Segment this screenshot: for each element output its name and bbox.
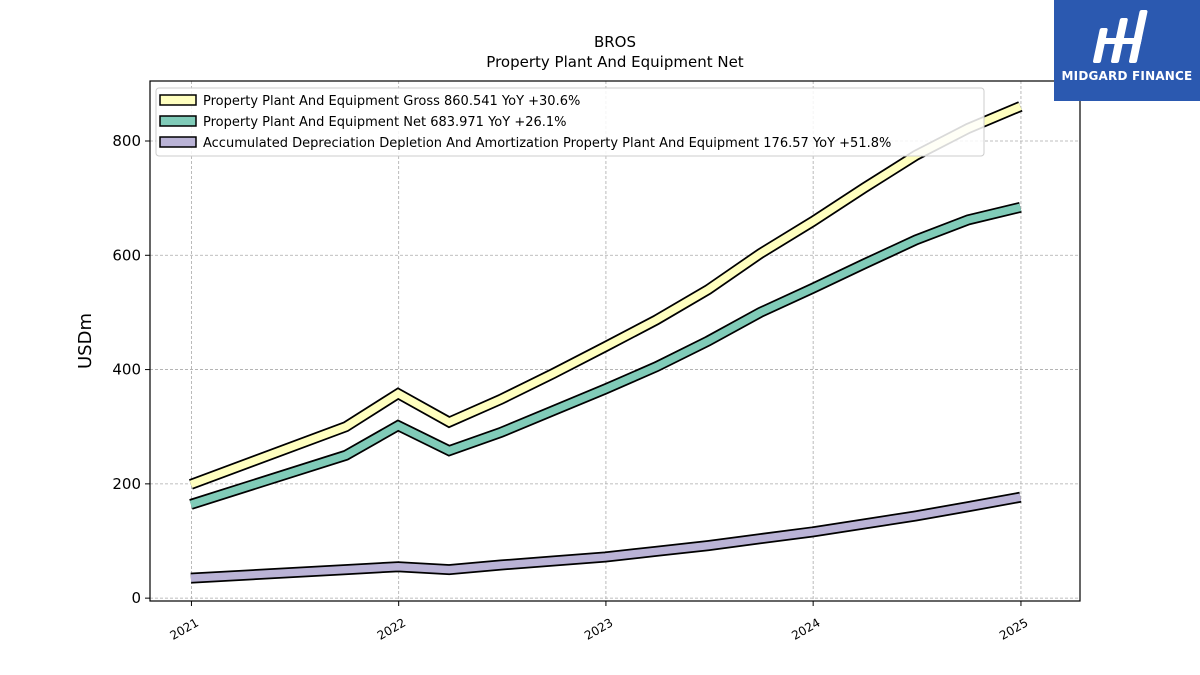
y-tick-label: 0 xyxy=(131,589,141,607)
legend-label-3: Accumulated Depreciation Depletion And A… xyxy=(203,136,891,151)
logo-text: MIDGARD FINANCE xyxy=(1061,69,1193,83)
x-tick-label: 2023 xyxy=(582,615,615,642)
legend: Property Plant And Equipment Gross 860.5… xyxy=(155,87,985,157)
y-tick-label: 200 xyxy=(112,475,141,493)
midgard-finance-logo: MIDGARD FINANCE xyxy=(1054,0,1200,101)
series-line-3 xyxy=(190,493,1022,582)
series-line-1 xyxy=(189,102,1022,488)
x-tick-label: 2024 xyxy=(789,615,822,642)
legend-label-1: Property Plant And Equipment Gross 860.5… xyxy=(203,94,580,109)
legend-swatch-3 xyxy=(159,136,197,148)
legend-label-2: Property Plant And Equipment Net 683.971… xyxy=(203,115,567,130)
x-tick-label: 2022 xyxy=(375,615,408,642)
legend-box xyxy=(155,87,985,157)
logo-mark-icon xyxy=(1092,10,1148,63)
plot-frame xyxy=(149,80,1081,602)
y-tick-label: 800 xyxy=(112,132,141,150)
x-tick-label: 2025 xyxy=(997,615,1030,642)
y-tick-label: 400 xyxy=(112,361,141,379)
y-tick-label: 600 xyxy=(112,246,141,264)
x-tick-label: 2021 xyxy=(167,615,200,642)
chart-title: BROS xyxy=(593,33,637,51)
y-axis-label: USDm xyxy=(75,313,96,369)
legend-swatch-2 xyxy=(159,115,197,127)
legend-swatch-1 xyxy=(159,94,197,106)
chart-subtitle: Property Plant And Equipment Net xyxy=(486,53,744,71)
series-line-2 xyxy=(189,203,1022,508)
